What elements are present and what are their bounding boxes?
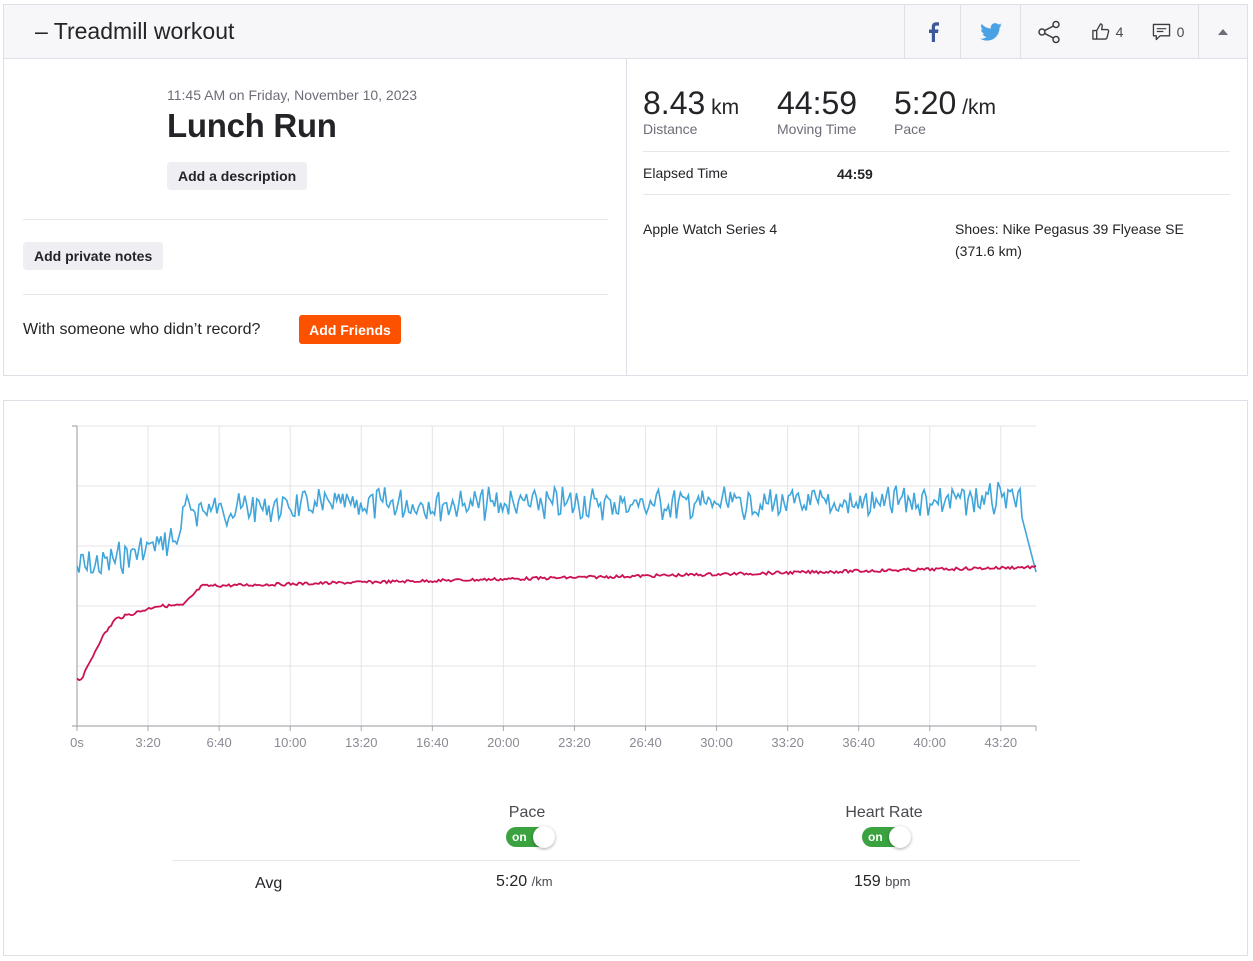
share-icon	[1037, 20, 1060, 43]
pace-series-line	[76, 481, 1037, 576]
shoes-distance: (371.6 km)	[955, 243, 1022, 259]
stat-unit: /km	[956, 96, 996, 119]
activity-type-title[interactable]: – Treadmill workout	[35, 18, 235, 44]
x-tick-label: 33:20	[771, 735, 804, 750]
with-someone-text: With someone who didn’t record?	[23, 321, 261, 338]
stat-distance: 8.43 km Distance	[643, 85, 739, 137]
stat-value: 44:59	[777, 85, 858, 121]
x-tick-label: 43:20	[985, 735, 1018, 750]
activity-timestamp: 11:45 AM on Friday, November 10, 2023	[167, 87, 418, 103]
x-tick-label: 26:40	[629, 735, 662, 750]
stat-label: Distance	[643, 121, 698, 137]
x-tick-label: 23:20	[558, 735, 591, 750]
x-tick-label: 10:00	[274, 735, 307, 750]
pace-avg-unit: /km	[531, 874, 553, 889]
caret-up-icon	[1218, 28, 1228, 35]
add-private-notes-button[interactable]: Add private notes	[23, 242, 164, 270]
stat-value: 5:20	[894, 85, 957, 121]
comment-icon	[1152, 23, 1170, 40]
facebook-share-button[interactable]	[904, 5, 960, 58]
hr-avg-value: 159	[854, 873, 881, 890]
shoes-name[interactable]: Shoes: Nike Pegasus 39 Flyease SE	[955, 221, 1184, 237]
toggle-knob	[889, 826, 911, 848]
elapsed-time-label: Elapsed Time	[643, 165, 728, 181]
toggle-text: on	[512, 830, 527, 844]
toggle-knob	[533, 826, 555, 848]
toggle-text: on	[868, 830, 883, 844]
stat-label: Moving Time	[777, 121, 857, 137]
comments-button[interactable]: 0	[1138, 5, 1198, 58]
x-tick-label: 20:00	[487, 735, 520, 750]
collapse-button[interactable]	[1198, 5, 1247, 58]
stat-unit: km	[705, 96, 740, 119]
analysis-chart-panel: 0s 3:20 6:40 10:00 13:20 16:40 20:00 23:20 26:40…	[3, 400, 1248, 956]
avg-label: Avg	[255, 875, 283, 892]
share-button[interactable]	[1020, 5, 1076, 58]
pace-avg: 5:20 /km	[496, 873, 553, 891]
heart-rate-toggle[interactable]: on	[862, 826, 911, 848]
x-tick-label: 40:00	[913, 735, 946, 750]
divider	[643, 194, 1230, 195]
stat-pace: 5:20 /km Pace	[894, 85, 996, 137]
x-tick-label: 6:40	[206, 735, 231, 750]
x-tick-label: 16:40	[416, 735, 449, 750]
x-tick-label: 3:20	[135, 735, 160, 750]
kudos-count: 4	[1115, 23, 1124, 40]
activity-summary-panel: – Treadmill workout 4 0 11:45 AM on Frid…	[3, 4, 1248, 376]
stat-moving-time: 44:59 Moving Time	[777, 85, 857, 137]
elapsed-time-value: 44:59	[837, 166, 873, 182]
x-tick-label: 30:00	[700, 735, 733, 750]
pace-toggle[interactable]: on	[506, 826, 555, 848]
stat-value: 8.43	[643, 85, 706, 121]
activity-header: – Treadmill workout 4 0	[4, 5, 1247, 59]
heart-rate-series-line	[76, 564, 1037, 682]
activity-name[interactable]: Lunch Run	[167, 107, 337, 144]
divider	[172, 860, 1080, 861]
stat-label: Pace	[894, 121, 926, 137]
hr-avg: 159 bpm	[854, 873, 910, 891]
twitter-icon	[979, 22, 1002, 41]
pace-avg-value: 5:20	[496, 873, 528, 890]
add-friends-button[interactable]: Add Friends	[299, 315, 401, 344]
thumbs-up-icon	[1091, 23, 1109, 40]
comments-count: 0	[1176, 23, 1185, 40]
divider	[643, 151, 1230, 152]
pace-legend-label: Pace	[508, 804, 546, 821]
hr-avg-unit: bpm	[885, 874, 911, 889]
heart-rate-legend-label: Heart Rate	[845, 804, 923, 821]
device-name: Apple Watch Series 4	[643, 221, 778, 237]
divider	[23, 294, 608, 295]
x-tick-label: 13:20	[345, 735, 378, 750]
pace-heart-rate-chart[interactable]: 0s 3:20 6:40 10:00 13:20 16:40 20:00 23:20 26:40…	[4, 401, 1247, 955]
divider	[23, 219, 608, 220]
facebook-icon	[928, 21, 939, 42]
add-description-button[interactable]: Add a description	[167, 162, 308, 190]
twitter-share-button[interactable]	[960, 5, 1020, 58]
x-tick-label: 0s	[70, 735, 84, 750]
activity-details: 11:45 AM on Friday, November 10, 2023 Lu…	[4, 59, 627, 375]
x-tick-label: 36:40	[842, 735, 875, 750]
kudos-button[interactable]: 4	[1076, 5, 1138, 58]
